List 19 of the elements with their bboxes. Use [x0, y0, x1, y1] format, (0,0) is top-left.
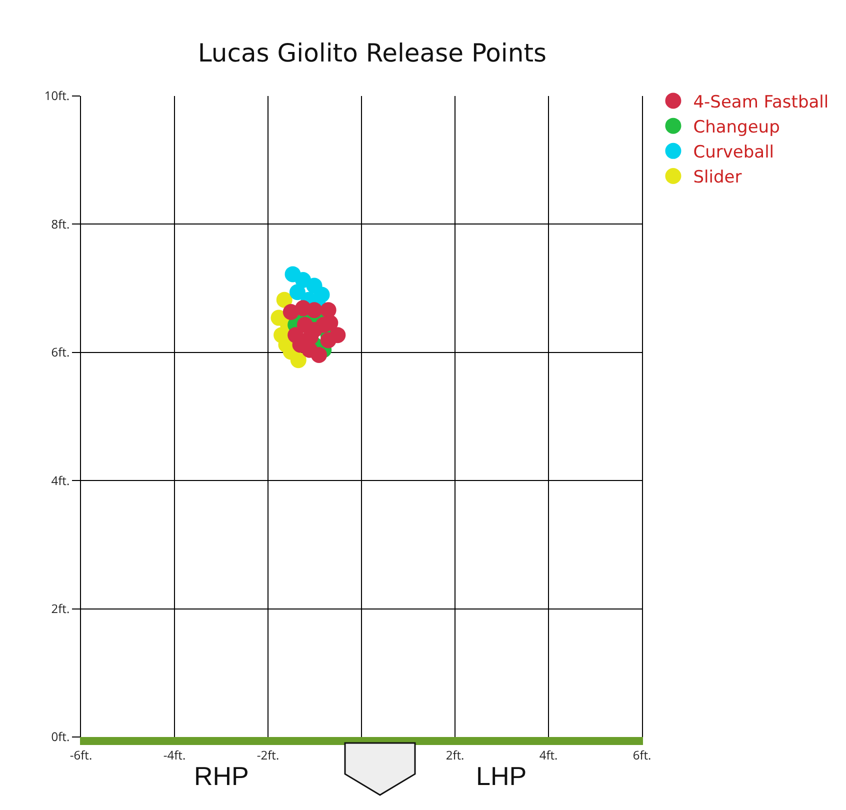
legend-label: Curveball: [693, 142, 774, 163]
y-tick-label: 10ft.: [44, 87, 70, 104]
text: RHP: [194, 761, 249, 791]
legend-label: Slider: [693, 168, 742, 188]
y-tick-label: 4ft.: [51, 472, 70, 489]
x-tick-label: -6ft.: [70, 746, 92, 764]
legend-label: Changeup: [693, 117, 780, 138]
x-tick-label: -4ft.: [163, 746, 186, 764]
x-tick-label: -2ft.: [256, 746, 280, 764]
y-tick-label: 0ft.: [51, 728, 70, 746]
x-tick-label: 6ft.: [632, 746, 652, 764]
x-tick-label: 4ft.: [539, 746, 558, 764]
y-tick-label: 2ft.: [51, 600, 70, 617]
y-tick-label: 8ft.: [51, 215, 70, 232]
chart-title: Lucas Giolito Release Points: [198, 38, 547, 68]
text: LHP: [476, 761, 527, 791]
legend-label: 4-Seam Fastball: [693, 92, 829, 112]
y-tick-label: 6ft.: [51, 344, 70, 361]
x-tick-label: 2ft.: [446, 746, 464, 764]
